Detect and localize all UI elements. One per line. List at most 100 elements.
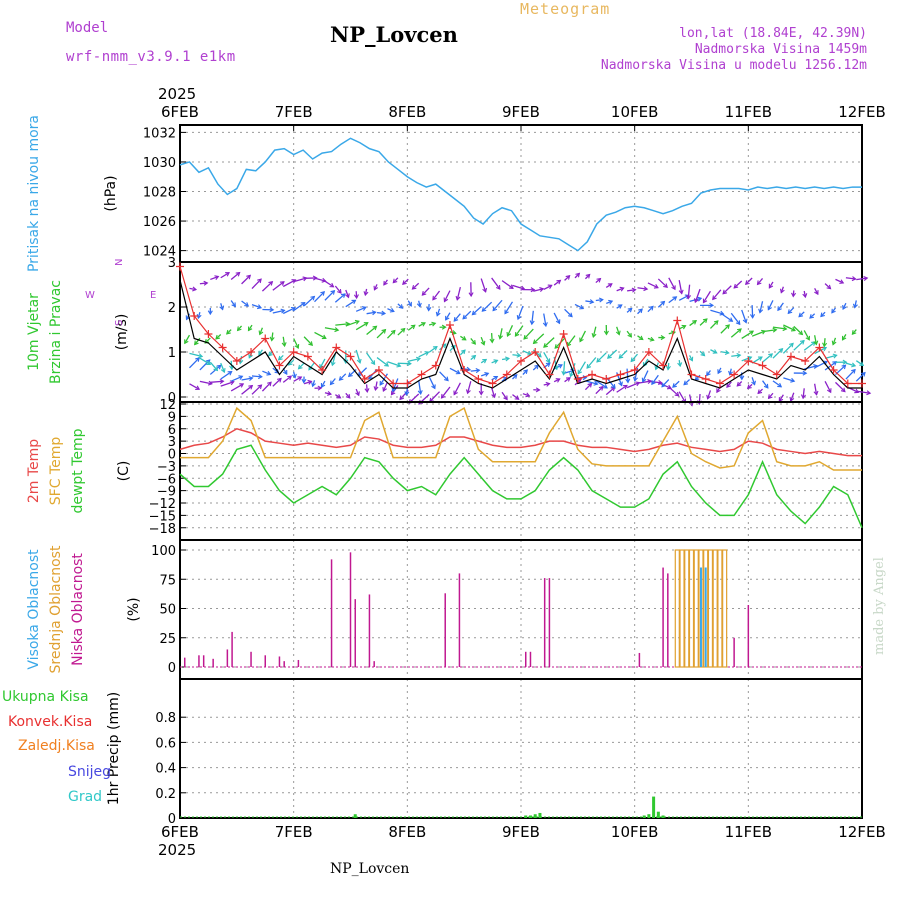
wind-speed-marker — [445, 321, 454, 329]
y-tick-label: 1032 — [143, 126, 176, 141]
wind-arrow-head — [749, 314, 756, 319]
wind-arrow-head — [607, 354, 612, 359]
wind-arrow-head — [736, 381, 742, 387]
wind-arrow-head — [400, 327, 406, 333]
wind-arrow — [845, 369, 856, 380]
wind-arrow-head — [586, 363, 592, 369]
wind-arrow-head — [312, 275, 318, 281]
y-axis-label: Pritisak na nivou mora — [26, 115, 42, 272]
wind-arrow-head — [702, 318, 708, 324]
wind-arrow — [783, 377, 795, 382]
wind-arrow-head — [700, 351, 706, 357]
wind-arrow-head — [725, 324, 730, 329]
wind-arrow — [605, 386, 616, 396]
wind-arrow-head — [630, 357, 636, 363]
wind-arrow-head — [481, 307, 487, 312]
wind-arrow — [757, 277, 764, 285]
wind-arrow-head — [276, 377, 282, 383]
wind-arrow-head — [297, 364, 303, 370]
wind-arrow-head — [569, 372, 574, 378]
wind-arrow-head — [523, 334, 529, 340]
wind-arrow-head — [747, 355, 753, 361]
wind-arrow — [618, 350, 628, 359]
y-tick-label: 0 — [168, 391, 176, 406]
wind-arrow — [220, 371, 232, 380]
wind-arrow — [787, 307, 795, 314]
wind-arrow-head — [789, 396, 795, 402]
wind-arrow-head — [706, 394, 712, 400]
wind-arrow-head — [371, 310, 377, 316]
wind-arrow-head — [757, 389, 763, 395]
wind-speed-marker — [673, 316, 682, 325]
wind-arrow-head — [842, 359, 848, 365]
y-tick-label: 50 — [159, 603, 176, 618]
wind-arrow — [293, 376, 302, 382]
wind-arrow-head — [392, 278, 398, 284]
wind-arrow-head — [585, 273, 591, 279]
wind-arrow — [376, 357, 389, 367]
wind-arrow-head — [491, 393, 497, 399]
wind-arrow-head — [660, 335, 666, 341]
wind-arrow-head — [370, 360, 376, 366]
y-tick-label: 3 — [168, 435, 176, 450]
wind-arrow — [642, 370, 649, 382]
wind-arrow-head — [742, 318, 748, 324]
wind-arrow — [668, 296, 677, 304]
wind-arrow-head — [236, 326, 242, 332]
wind-arrow-head — [317, 385, 323, 391]
wind-arrow-head — [257, 304, 263, 310]
wind-arrow-head — [579, 337, 584, 343]
wind-arrow — [592, 326, 597, 338]
wind-arrow-head — [213, 366, 219, 372]
wind-arrow-head — [226, 329, 231, 335]
wind-arrow — [577, 361, 586, 375]
wind-speed-marker — [374, 366, 383, 374]
wind-arrow — [574, 303, 584, 310]
wind-arrow-head — [238, 375, 244, 380]
y-tick-label: 12 — [159, 398, 176, 413]
wind-arrow — [694, 374, 701, 381]
wind-arrow-head — [603, 384, 608, 389]
wind-arrow-head — [615, 330, 621, 336]
wind-arrow-head — [345, 293, 350, 299]
wind-arrow-head — [709, 302, 715, 308]
wind-arrow — [661, 379, 670, 388]
wind-arrow — [657, 301, 665, 308]
dewpoint-line — [179, 444, 863, 529]
wind-arrow-head — [841, 335, 847, 341]
wind-arrow — [220, 362, 226, 373]
wind-arrow-head — [373, 285, 379, 291]
wind-arrow-head — [672, 296, 678, 301]
wind-arrow — [428, 346, 438, 353]
wind-arrow — [595, 298, 603, 302]
wind-arrow — [324, 327, 339, 331]
wind-arrow-head — [686, 294, 692, 300]
wind-arrow — [453, 382, 461, 395]
wind-arrow-head — [726, 383, 731, 389]
wind-arrow — [531, 310, 534, 325]
wind-arrow — [842, 302, 847, 310]
wind-arrow — [668, 277, 676, 290]
wind-arrow-head — [758, 308, 764, 314]
precip-bar — [524, 815, 528, 818]
wind-arrow-head — [280, 308, 286, 314]
wind-arrow-head — [468, 292, 474, 298]
wind-arrow-head — [790, 377, 796, 383]
wind-arrow-head — [638, 308, 643, 314]
wind-arrow-head — [320, 383, 326, 388]
wind-arrow-head — [453, 390, 458, 396]
wind-arrow — [720, 312, 733, 322]
wind-arrow — [259, 327, 264, 335]
precip-bar — [538, 812, 542, 818]
wind-arrow-head — [194, 340, 199, 346]
wind-arrow-head — [381, 328, 387, 334]
wind-speed-marker — [786, 352, 795, 361]
wind-speed-marker — [801, 357, 810, 365]
wind-arrow — [803, 330, 810, 341]
wind-arrow-head — [799, 339, 805, 345]
wind-arrow-head — [787, 309, 793, 315]
wind-speed-marker — [502, 370, 511, 379]
wind-arrow-head — [697, 296, 703, 302]
panel-frame — [179, 124, 863, 263]
